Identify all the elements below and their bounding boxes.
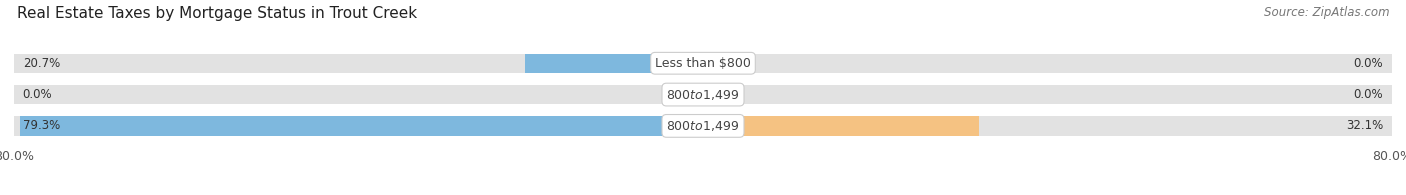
- Text: 20.7%: 20.7%: [22, 57, 60, 70]
- Bar: [14, 85, 703, 104]
- Bar: [524, 54, 703, 73]
- Text: $800 to $1,499: $800 to $1,499: [666, 119, 740, 133]
- Text: 0.0%: 0.0%: [22, 88, 52, 101]
- Bar: [20, 116, 703, 136]
- Text: Real Estate Taxes by Mortgage Status in Trout Creek: Real Estate Taxes by Mortgage Status in …: [17, 6, 418, 21]
- Bar: [703, 54, 1392, 73]
- Text: 0.0%: 0.0%: [1354, 88, 1384, 101]
- Bar: [703, 116, 980, 136]
- Bar: [703, 116, 1392, 136]
- Text: $800 to $1,499: $800 to $1,499: [666, 88, 740, 102]
- Text: Less than $800: Less than $800: [655, 57, 751, 70]
- Bar: [14, 116, 703, 136]
- Text: Source: ZipAtlas.com: Source: ZipAtlas.com: [1264, 6, 1389, 19]
- Text: 32.1%: 32.1%: [1346, 119, 1384, 132]
- Bar: [14, 54, 703, 73]
- Text: 79.3%: 79.3%: [22, 119, 60, 132]
- Text: 0.0%: 0.0%: [1354, 57, 1384, 70]
- Bar: [703, 85, 1392, 104]
